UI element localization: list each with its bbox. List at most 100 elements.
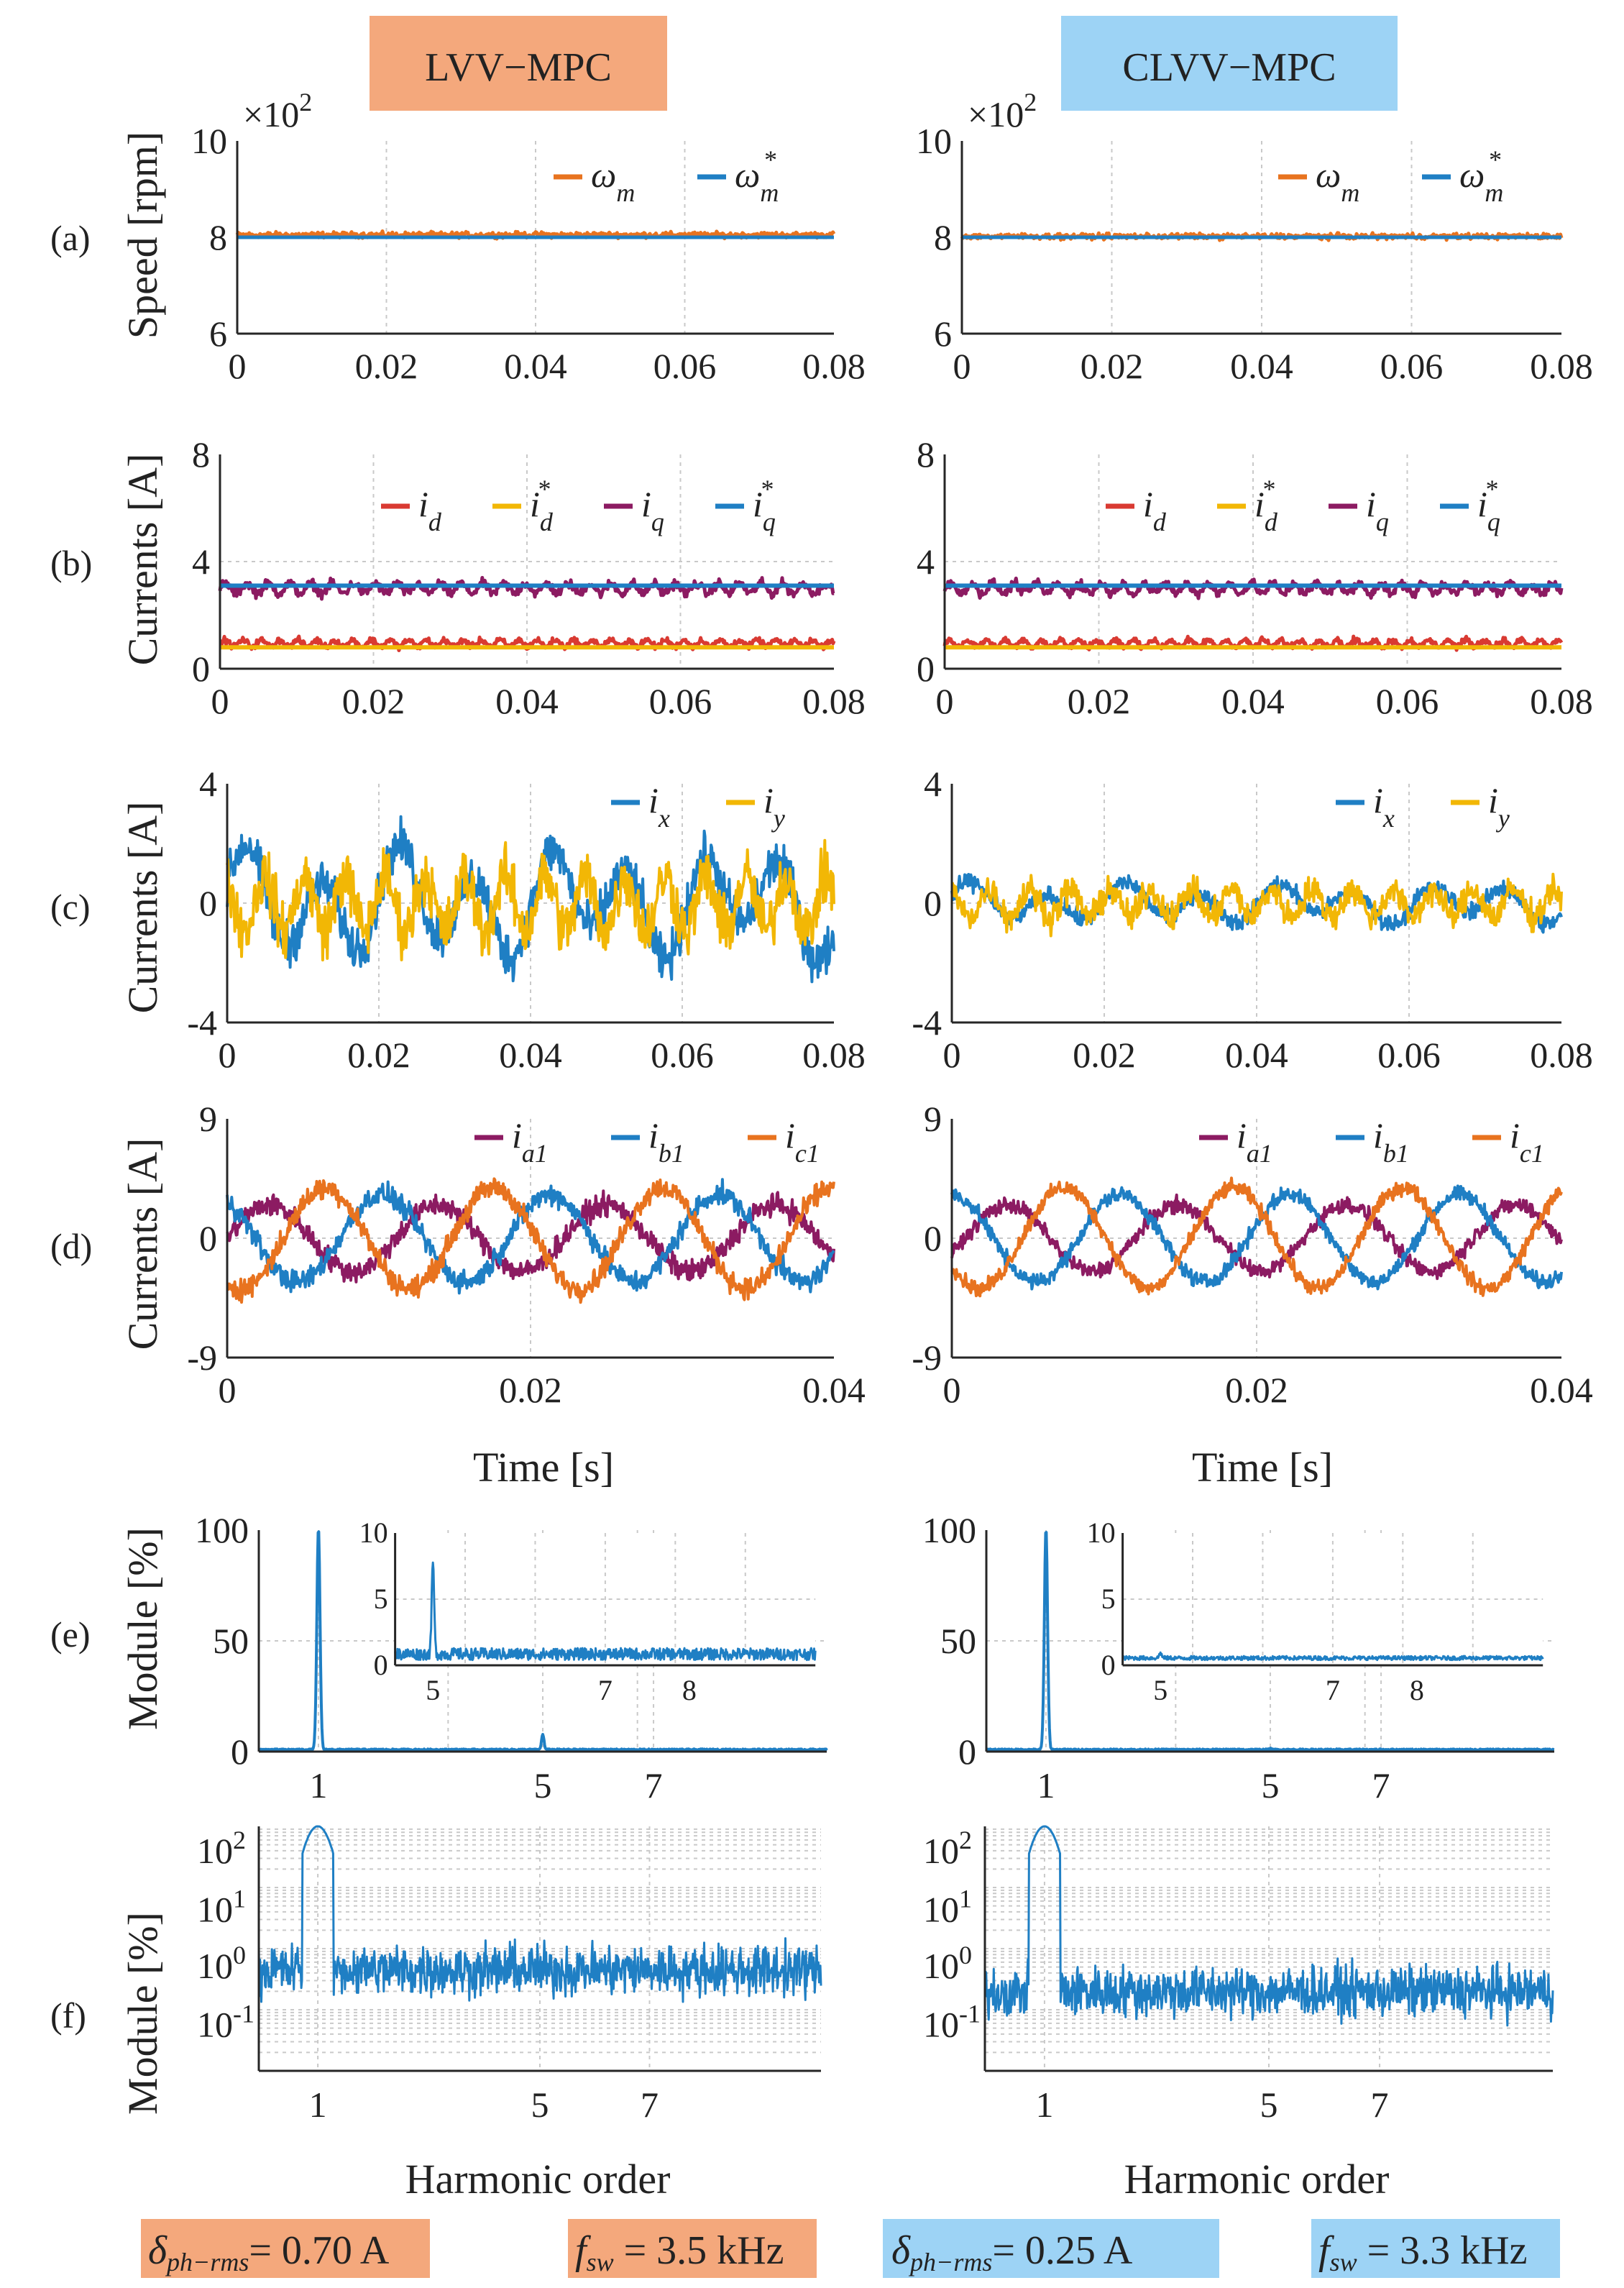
chart-c-ytick: 0 [199, 883, 217, 923]
ylabel-c: Currents [A] [119, 802, 166, 1014]
chart-c-ytick: -4 [187, 1002, 217, 1043]
chart-e-xtick: 5 [534, 1765, 552, 1806]
chart-e-inset-ytick: 0 [374, 1649, 388, 1681]
footer-delta-left-box [141, 2219, 430, 2278]
chart-e-inset-xtick: 7 [1326, 1674, 1340, 1706]
chart-b-xtick: 0.02 [342, 681, 405, 721]
chart-f-grid [985, 1826, 1553, 2072]
series-iy [950, 872, 1563, 938]
chart-b-legend-entry: iq* [753, 475, 776, 536]
chart-c-xtick: 0.08 [802, 1035, 866, 1075]
xlabel-time-left: Time [s] [473, 1444, 614, 1491]
chart-f-xtick: 7 [1371, 2085, 1389, 2125]
footer-fsw-right-box [1311, 2219, 1560, 2278]
chart-c-legend-entry: ix [648, 780, 670, 833]
chart-d-ytick: 0 [199, 1218, 217, 1258]
chart-b-legend-entry: id* [530, 475, 554, 536]
chart-a-xtick: 0.02 [355, 346, 418, 386]
chart-e-inset-xtick: 8 [1410, 1674, 1424, 1706]
chart-c-xtick: 0.08 [1530, 1035, 1593, 1075]
chart-b-ytick: 8 [917, 434, 935, 475]
chart-d-legend-entry: ib1 [1373, 1115, 1409, 1168]
ylabel-f: Module [%] [119, 1912, 166, 2115]
chart-c-xtick: 0.06 [651, 1035, 714, 1075]
ylabel-e: Module [%] [119, 1527, 166, 1730]
chart-b-xtick: 0 [936, 681, 954, 721]
chart-e-inset-xtick: 5 [1153, 1674, 1167, 1706]
chart-a-ytick: 10 [191, 121, 227, 161]
chart-f-xtick: 5 [1260, 2085, 1278, 2125]
chart-d-left: 0 0.02 0.04-909 ia1 ib1 ic1 [187, 1099, 865, 1410]
xlabel-harmonic-left: Harmonic order [405, 2156, 671, 2202]
chart-a-xtick: 0 [953, 346, 971, 386]
series-fft-log [983, 1825, 1554, 2027]
chart-e-xtick: 1 [309, 1765, 327, 1806]
chart-d-legend-entry: ic1 [1510, 1115, 1544, 1168]
header-right-box [1061, 16, 1398, 111]
chart-c-ytick: 4 [199, 764, 217, 804]
chart-d-grid [952, 1119, 1561, 1358]
chart-a-ytick: 10 [916, 121, 952, 161]
ylabel-d: Currents [A] [119, 1138, 166, 1350]
chart-d-ytick: 0 [924, 1218, 942, 1258]
chart-d-ytick: -9 [187, 1337, 217, 1378]
chart-f-xtick: 7 [641, 2085, 659, 2125]
chart-c-left: 0 0.02 0.04 0.06 0.08-404 ix iy [187, 764, 865, 1075]
chart-e-ytick: 100 [922, 1510, 976, 1550]
chart-a-legend-entry: ωm* [735, 145, 779, 207]
chart-b-xtick: 0 [211, 681, 229, 721]
chart-a-xtick: 0 [229, 346, 247, 386]
chart-a-xtick: 0.08 [802, 346, 866, 386]
series-fft [257, 1530, 828, 1752]
chart-b-legend-entry: iq* [1477, 475, 1500, 536]
chart-e-inset-ytick: 10 [1087, 1516, 1116, 1549]
chart-b-xtick: 0.08 [802, 681, 866, 721]
series-fft-inset [1121, 1651, 1544, 1662]
chart-c-legend-entry: ix [1373, 780, 1395, 833]
chart-a-ytick: 8 [934, 217, 952, 257]
chart-c-legend-entry: iy [1488, 780, 1510, 833]
chart-c-xtick: 0.04 [1225, 1035, 1288, 1075]
chart-e-ytick: 100 [195, 1510, 249, 1550]
chart-d-xtick: 0.02 [1225, 1370, 1288, 1410]
chart-a-ytick: 6 [934, 314, 952, 354]
chart-e-xtick: 5 [1262, 1765, 1280, 1806]
chart-a-legend-entry: ωm [591, 155, 635, 207]
series-fft [985, 1531, 1556, 1752]
chart-e-xtick: 1 [1037, 1765, 1055, 1806]
row-label-e: (e) [50, 1614, 91, 1655]
chart-e-inset-ytick: 5 [374, 1583, 388, 1615]
chart-e-xtick: 7 [1372, 1765, 1390, 1806]
chart-d-ytick: -9 [912, 1337, 942, 1378]
chart-c-xtick: 0 [219, 1035, 237, 1075]
chart-b-legend-entry: iq [1366, 484, 1389, 536]
chart-c-ytick: -4 [912, 1002, 942, 1043]
series-ib1 [226, 1178, 835, 1295]
chart-b-ytick: 4 [192, 541, 210, 582]
series-ic1 [950, 1176, 1563, 1298]
chart-b-xtick: 0.02 [1068, 681, 1131, 721]
footer-delta-right-box [883, 2219, 1219, 2278]
chart-a-legend-entry: ωm [1316, 155, 1359, 207]
series-fft-log [257, 1825, 822, 2003]
row-label-d: (d) [50, 1226, 92, 1266]
chart-d-legend-entry: ia1 [512, 1115, 548, 1168]
chart-e-right: 0 50 100 1 5 7 0 5 10 5 7 8 [922, 1510, 1556, 1806]
chart-b-legend-entry: id* [1254, 475, 1278, 536]
chart-c-xtick: 0.02 [347, 1035, 410, 1075]
series-fft-inset [394, 1561, 817, 1662]
row-label-b: (b) [50, 543, 92, 583]
row-label-a: (a) [50, 218, 91, 258]
chart-e-inset-ytick: 5 [1101, 1583, 1116, 1615]
chart-c-right: 0 0.02 0.04 0.06 0.08-404 ix iy [912, 764, 1592, 1075]
chart-d-xtick: 0.02 [499, 1370, 562, 1410]
chart-d-xtick: 0.04 [802, 1370, 866, 1410]
chart-a-xtick: 0.02 [1081, 346, 1144, 386]
series-ic1 [226, 1177, 835, 1304]
chart-e-inset-ytick: 10 [359, 1516, 388, 1549]
chart-d-grid [227, 1119, 834, 1358]
chart-e-inset-xtick: 5 [426, 1674, 440, 1706]
chart-c-xtick: 0.04 [499, 1035, 562, 1075]
